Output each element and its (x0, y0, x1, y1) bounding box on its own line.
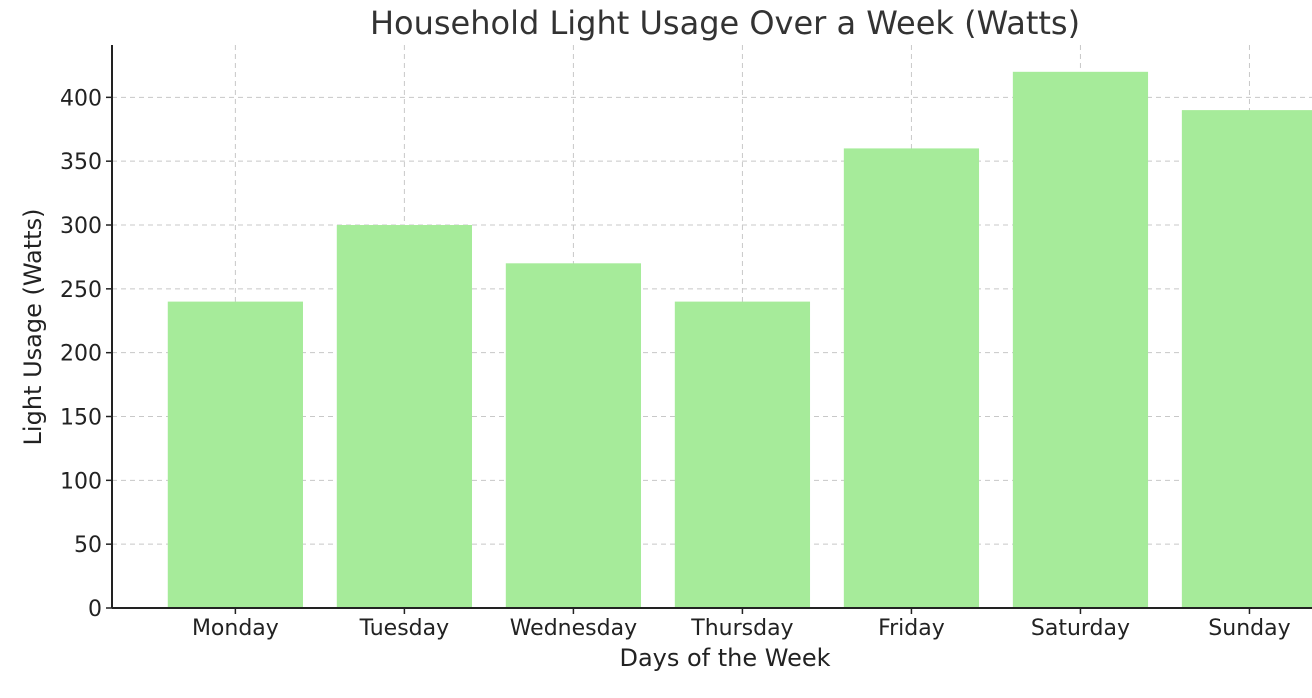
y-tick-label: 50 (74, 533, 102, 558)
bar-wednesday (505, 263, 642, 608)
bar-monday (167, 301, 303, 608)
x-tick-label: Thursday (690, 616, 793, 641)
axes (111, 45, 1312, 609)
y-tick-label: 400 (60, 86, 102, 111)
chart-title: Household Light Usage Over a Week (Watts… (370, 4, 1080, 42)
x-ticks: Monday Tuesday Wednesday Thursday Friday Satu… (192, 608, 1291, 641)
y-tick-label: 0 (88, 597, 102, 622)
bar-saturday (1012, 71, 1149, 609)
y-tick-label: 300 (60, 214, 102, 239)
y-tick-label: 150 (60, 406, 102, 431)
x-tick-label: Monday (192, 616, 279, 641)
y-axis-label: Light Usage (Watts) (19, 209, 47, 446)
y-ticks: 0 50 100 150 200 250 300 350 400 (60, 86, 112, 622)
bar-thursday (674, 301, 811, 608)
x-tick-label: Friday (878, 616, 945, 641)
y-tick-label: 350 (60, 150, 102, 175)
bar-tuesday (336, 225, 472, 608)
x-tick-label: Saturday (1031, 616, 1130, 641)
x-tick-label: Wednesday (510, 616, 637, 641)
bar-friday (843, 148, 980, 609)
x-tick-label: Sunday (1208, 616, 1290, 641)
bars (167, 71, 1312, 609)
y-tick-label: 100 (60, 469, 102, 494)
x-tick-label: Tuesday (359, 616, 450, 641)
y-tick-label: 250 (60, 278, 102, 303)
y-tick-label: 200 (60, 342, 102, 367)
bar-sunday (1181, 110, 1312, 609)
x-axis-label: Days of the Week (619, 644, 830, 672)
